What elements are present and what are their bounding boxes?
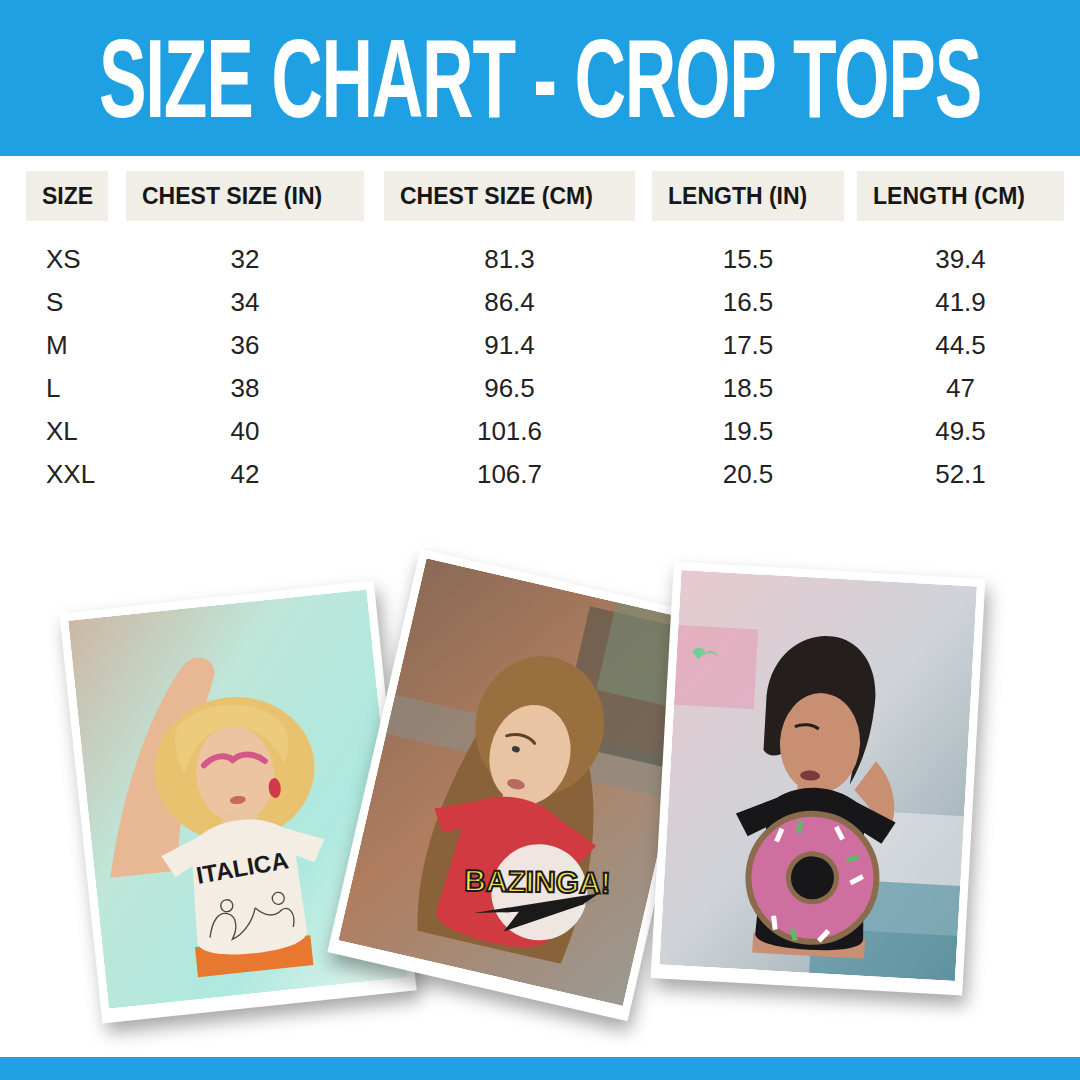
svg-text:BAZINGA!: BAZINGA! [464,864,611,900]
